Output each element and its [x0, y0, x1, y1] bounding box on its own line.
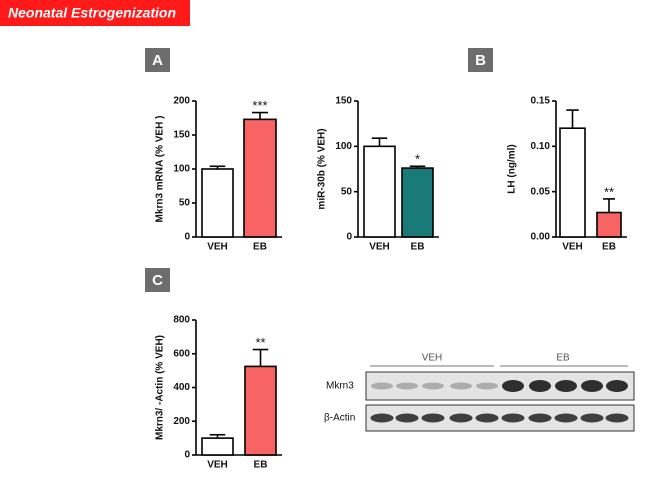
annotation: ** [255, 335, 265, 350]
group-label: VEH [422, 353, 443, 364]
y-axis-label: Mkrn3 mRNA (% VEH ) [155, 116, 166, 223]
panel-label: B [475, 52, 486, 69]
band [422, 382, 444, 390]
band [528, 413, 552, 423]
band [395, 413, 419, 423]
y-tick-label: 50 [179, 198, 191, 209]
annotation: ** [604, 184, 614, 199]
y-tick-label: 600 [173, 348, 190, 359]
band [581, 380, 603, 392]
western-blot: VEH EB Mkrn3 β-Actin [324, 353, 635, 432]
y-tick-label: 150 [335, 96, 352, 107]
x-tick-label: EB [253, 242, 267, 253]
band [475, 413, 499, 423]
y-tick-label: 0.15 [531, 96, 551, 107]
panel-label: C [152, 272, 163, 289]
band [370, 413, 394, 423]
y-tick-label: 0 [184, 232, 190, 243]
bar [201, 437, 234, 456]
band [580, 413, 604, 423]
panel-label: A [152, 52, 163, 69]
panel-box [145, 268, 170, 292]
bar [559, 127, 586, 238]
y-tick-label: 0.10 [531, 141, 551, 152]
bar [401, 167, 434, 238]
band [421, 413, 445, 423]
band [605, 413, 629, 423]
band [449, 413, 473, 423]
row-label: Mkrn3 [326, 381, 354, 392]
y-axis-label: miR-30b (% VEH) [317, 128, 328, 209]
x-tick-label: VEH [562, 242, 583, 253]
y-tick-label: 50 [341, 186, 353, 197]
y-tick-label: 0 [346, 232, 352, 243]
panel-box [145, 48, 170, 72]
y-tick-label: 100 [335, 141, 352, 152]
band [502, 380, 524, 392]
x-tick-label: EB [602, 242, 616, 253]
bar [243, 118, 277, 238]
annotation: *** [252, 98, 267, 113]
header-title: Neonatal Estrogenization [8, 5, 176, 21]
y-tick-label: 0.00 [531, 232, 551, 243]
panel-box [468, 48, 493, 72]
band [554, 413, 578, 423]
x-tick-label: VEH [207, 460, 228, 471]
band [371, 382, 393, 390]
band [476, 382, 498, 390]
band [450, 382, 472, 390]
x-tick-label: VEH [369, 242, 390, 253]
y-tick-label: 0.05 [531, 186, 551, 197]
y-tick-label: 200 [173, 416, 190, 427]
y-tick-label: 200 [173, 96, 190, 107]
y-tick-label: 100 [173, 164, 190, 175]
bar [244, 365, 277, 456]
group-label: EB [556, 353, 570, 364]
x-tick-label: VEH [207, 242, 228, 253]
annotation: * [415, 152, 420, 167]
bar [363, 145, 396, 238]
y-axis-label: Mkrn3/ -Actin (% VEH) [155, 335, 166, 440]
x-tick-label: EB [411, 242, 425, 253]
band [606, 380, 628, 392]
y-tick-label: 0 [184, 450, 190, 461]
bar [596, 211, 622, 238]
band [529, 380, 551, 392]
header-box [0, 0, 190, 26]
y-axis-label: LH (ng/ml) [507, 144, 518, 193]
y-tick-label: 800 [173, 315, 190, 326]
y-tick-label: 400 [173, 382, 190, 393]
y-tick-label: 150 [173, 130, 190, 141]
band [555, 380, 577, 392]
bar [201, 168, 234, 238]
x-tick-label: EB [254, 460, 268, 471]
band [396, 382, 418, 390]
band [501, 413, 525, 423]
row-label: β-Actin [324, 413, 355, 424]
